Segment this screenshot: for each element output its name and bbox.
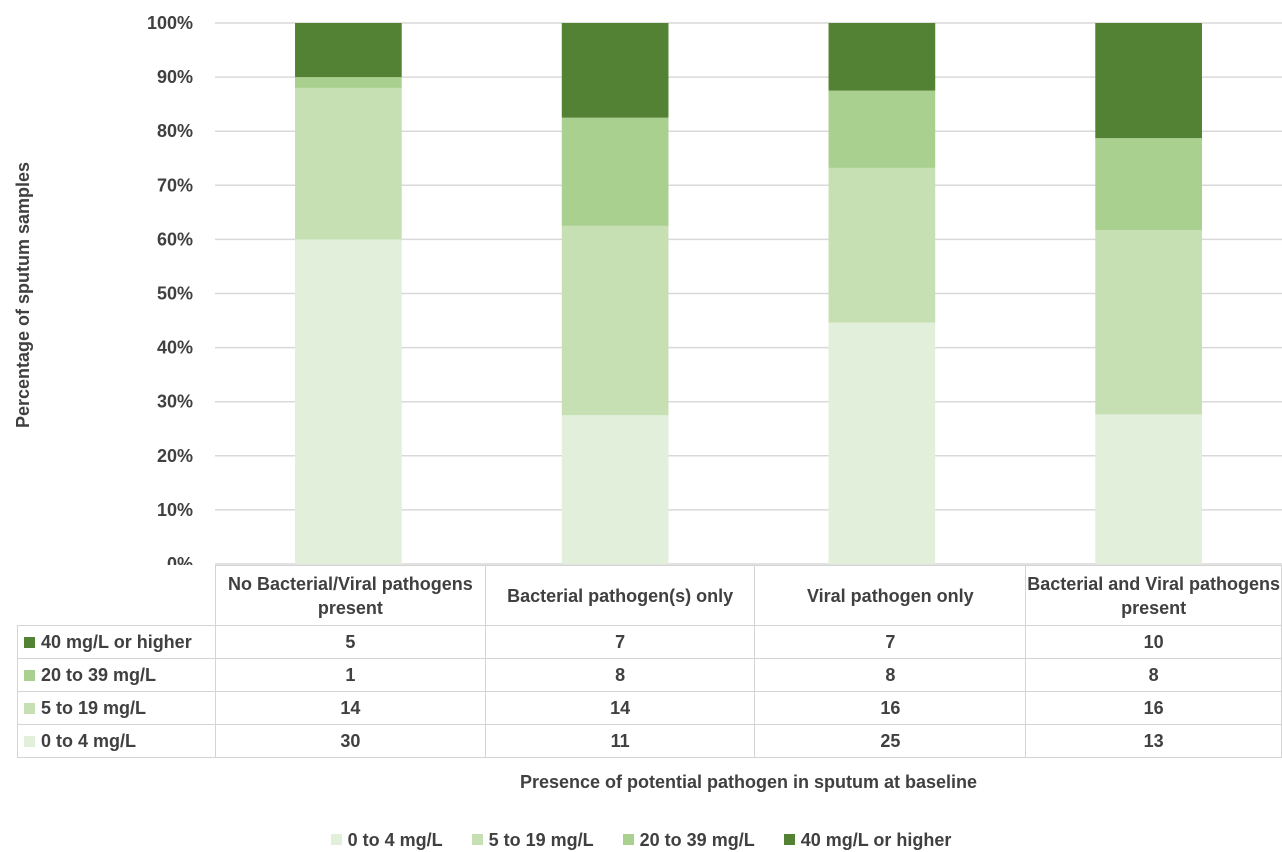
bar-segment [828,322,936,564]
legend-key [783,834,795,845]
data-table: No Bacterial/Viral pathogens present Bac… [17,565,1282,758]
series-label: 20 to 39 mg/L [41,665,157,685]
y-tick-label: 90% [157,67,193,87]
y-tick-label: 70% [157,175,193,195]
y-tick-label: 60% [157,229,193,249]
y-tick-label: 10% [157,500,193,520]
series-label: 0 to 4 mg/L [41,731,137,751]
y-tick-label: 0% [167,554,193,565]
data-table-header-row: No Bacterial/Viral pathogens present Bac… [17,565,1282,626]
legend-label: 5 to 19 mg/L [488,830,594,850]
table-cell: 5 [214,625,486,659]
series-label: 40 mg/L or higher [41,632,192,652]
category-label: No Bacterial/Viral pathogens present [214,565,486,626]
category-label: Viral pathogen only [754,565,1027,626]
y-axis-ticks: 0% 10% 20% 30% 40% 50% 60% 70% 80% 90% 100% [147,13,193,565]
legend-key [330,834,342,845]
bar-segment [828,23,936,91]
bar-segment [1095,414,1202,564]
bars [295,23,1202,564]
category-label: Bacterial pathogen(s) only [484,565,756,626]
x-axis-label: Presence of potential pathogen in sputum… [519,772,978,792]
y-tick-label: 50% [157,284,193,304]
table-cell: 8 [1025,658,1282,692]
table-row: 20 to 39 mg/L 1 8 8 8 [17,658,1282,692]
table-cell: 7 [484,625,756,659]
y-tick-label: 30% [157,392,193,412]
table-row: 5 to 19 mg/L 14 14 16 16 [17,691,1282,725]
table-cell: 14 [214,691,486,725]
legend-key [24,637,35,648]
series-label: 5 to 19 mg/L [41,698,147,718]
y-tick-label: 20% [157,446,193,466]
legend-label: 40 mg/L or higher [800,830,952,850]
bar-segment [828,167,936,323]
table-cell: 14 [484,691,756,725]
y-tick-label: 80% [157,121,193,141]
table-cell: 30 [214,724,486,758]
y-tick-label: 100% [147,13,193,33]
bar-segment [295,23,402,78]
table-cell: 13 [1025,724,1282,758]
legend-item: 40 mg/L or higher [783,830,952,851]
bar-segment [561,23,669,118]
bar-segment [561,117,669,226]
legend-item: 0 to 4 mg/L [330,830,443,851]
table-cell: 25 [754,724,1027,758]
table-row: 0 to 4 mg/L 30 11 25 13 [17,724,1282,758]
table-cell: 1 [214,658,486,692]
table-cell: 16 [1025,691,1282,725]
legend-label: 20 to 39 mg/L [639,830,755,850]
legend-label: 0 to 4 mg/L [347,830,443,850]
legend-item: 20 to 39 mg/L [622,830,755,851]
table-cell: 8 [754,658,1027,692]
legend-key [24,703,35,714]
bar-segment [295,239,402,564]
bar-segment [561,225,669,416]
bar-segment [1095,230,1202,415]
table-cell: 11 [484,724,756,758]
table-cell: 8 [484,658,756,692]
stacked-bar-chart: 0% 10% 20% 30% 40% 50% 60% 70% 80% 90% 100% Percen… [13,13,1282,565]
y-tick-label: 40% [157,338,193,358]
bar-segment [295,77,402,88]
legend-key [622,834,634,845]
legend-key [471,834,483,845]
bar-segment [828,90,936,168]
bar-segment [1095,138,1202,231]
table-cell: 7 [754,625,1027,659]
legend: 0 to 4 mg/L 5 to 19 mg/L 20 to 39 mg/L 4… [0,830,1282,851]
table-row: 40 mg/L or higher 5 7 7 10 [17,625,1282,659]
y-axis-label: Percentage of sputum samples [13,162,33,428]
legend-item: 5 to 19 mg/L [471,830,594,851]
table-cell: 10 [1025,625,1282,659]
bar-segment [1095,23,1202,139]
bar-segment [295,87,402,240]
bar-segment [561,415,669,564]
category-label: Bacterial and Viral pathogens present [1025,565,1282,626]
table-cell: 16 [754,691,1027,725]
legend-key [24,736,35,747]
legend-key [24,670,35,681]
